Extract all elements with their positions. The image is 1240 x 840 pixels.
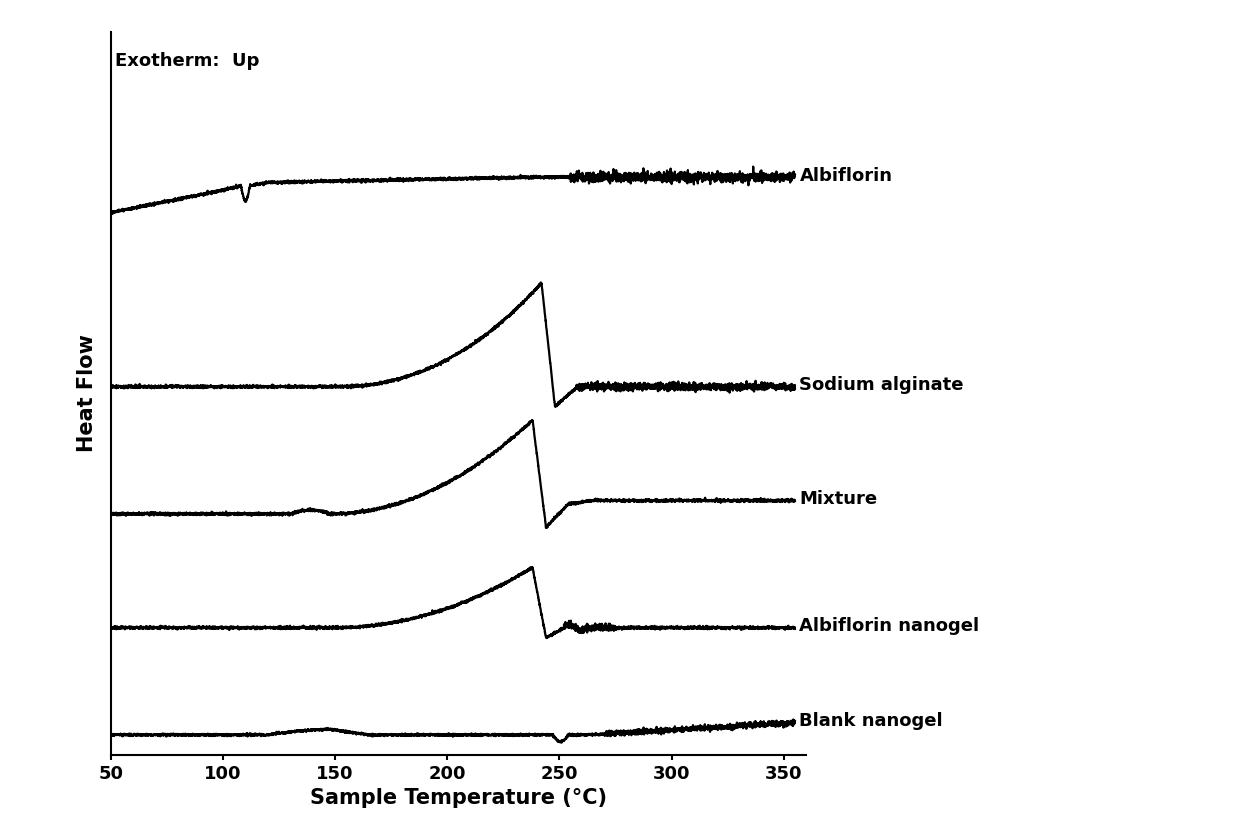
Text: Albiflorin: Albiflorin — [800, 167, 893, 185]
X-axis label: Sample Temperature (°C): Sample Temperature (°C) — [310, 788, 608, 808]
Text: Albiflorin nanogel: Albiflorin nanogel — [800, 617, 980, 635]
Y-axis label: Heat Flow: Heat Flow — [77, 334, 97, 452]
Text: Sodium alginate: Sodium alginate — [800, 376, 963, 394]
Text: Blank nanogel: Blank nanogel — [800, 712, 944, 731]
Text: Mixture: Mixture — [800, 491, 878, 508]
Text: Exotherm:  Up: Exotherm: Up — [115, 52, 259, 70]
